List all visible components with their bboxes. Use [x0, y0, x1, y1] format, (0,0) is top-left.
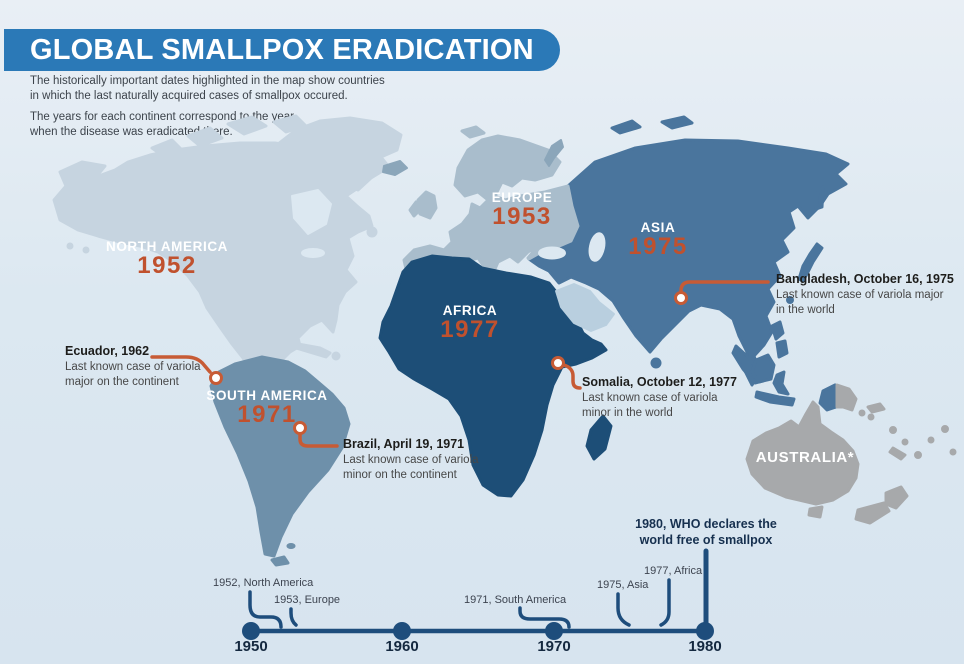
timeline-connector-1953: [289, 607, 298, 627]
south-america-shape: [209, 355, 351, 558]
somalia-marker: [551, 356, 565, 370]
caspian-sea-shape: [588, 232, 606, 262]
callout-desc: Last known case of variola minor on the …: [343, 454, 479, 481]
borneo-shape: [750, 353, 776, 384]
timeline-event-1953: 1953, Europe: [274, 594, 341, 606]
philippines-shape: [770, 320, 789, 359]
brazil-marker: [293, 421, 307, 435]
timeline-dot-1950: [242, 622, 260, 640]
severnaya-islands-shape: [610, 115, 694, 135]
new-zealand-north-shape: [884, 485, 909, 510]
callout-title: Brazil, April 19, 1971: [343, 437, 465, 451]
tasmania-shape: [807, 505, 824, 519]
greenland-shape: [268, 116, 403, 194]
who-declaration-note: 1980, WHO declares the world free of sma…: [635, 517, 777, 547]
callout-desc: Last known case of variola major on the …: [65, 361, 201, 388]
timeline-dot-1960: [393, 622, 411, 640]
aleutian-island-shape: [66, 242, 74, 250]
axis-year-1980: 1980: [688, 638, 722, 655]
sri-lanka-shape: [650, 357, 662, 369]
aleutian-island-shape2: [82, 246, 90, 254]
axis-year-1960: 1960: [385, 638, 419, 655]
europe-shape: [402, 134, 580, 286]
callout-somalia: Somalia, October 12, 1977 Last known cas…: [582, 375, 767, 421]
timeline-event-1977: 1977, Africa: [644, 565, 703, 577]
africa-shape: [378, 254, 608, 498]
title-banner: GLOBAL SMALLPOX ERADICATION: [4, 29, 560, 71]
tierra-del-fuego-shape: [270, 555, 290, 567]
page-title: GLOBAL SMALLPOX ERADICATION: [30, 33, 534, 66]
new-guinea-east-shape: [835, 383, 858, 412]
callout-brazil: Brazil, April 19, 1971 Last known case o…: [343, 437, 533, 483]
axis-year-1950: 1950: [234, 638, 268, 655]
axis-year-1970: 1970: [537, 638, 571, 655]
intro-paragraph-1: The historically important dates highlig…: [30, 75, 385, 103]
timeline-dot-1980: [696, 622, 714, 640]
newfoundland-shape: [366, 226, 378, 238]
timeline-event-1971: 1971, South America: [464, 594, 567, 606]
svalbard-shape: [460, 125, 486, 139]
ireland-shape: [408, 200, 422, 218]
bangladesh-callout-line: [679, 280, 770, 293]
madagascar-shape: [585, 414, 613, 461]
timeline-connector-1975: [616, 592, 631, 627]
timeline-connector-1952: [248, 590, 283, 629]
hudson-bay-shape: [291, 189, 332, 235]
falklands-shape: [286, 543, 296, 549]
somalia-callout-line: [562, 363, 582, 390]
taiwan-shape: [786, 296, 794, 304]
new-guinea-west-shape: [818, 383, 838, 412]
britain-shape: [416, 190, 438, 220]
timeline-connector-1971: [518, 606, 571, 629]
timeline-connector-1977: [659, 578, 671, 627]
ecuador-marker: [209, 371, 223, 385]
arctic-islands-shape: [150, 114, 308, 160]
java-shape: [754, 390, 796, 407]
sulawesi-shape: [772, 370, 790, 396]
timeline-event-1975: 1975, Asia: [597, 579, 649, 591]
timeline-dot-1970: [545, 622, 563, 640]
arabia-shape: [555, 283, 615, 332]
black-sea-shape: [538, 246, 566, 260]
callout-title: Ecuador, 1962: [65, 344, 150, 358]
sakhalin-shape: [814, 185, 825, 211]
great-lakes-shape: [301, 248, 325, 258]
timeline-axis: [242, 548, 714, 640]
australia-shape: [745, 400, 860, 506]
hispaniola-shape: [331, 351, 341, 361]
novaya-zemlya-shape: [544, 139, 564, 167]
new-zealand-south-shape: [854, 501, 891, 525]
ecuador-callout-line: [150, 355, 212, 374]
brazil-callout-line: [298, 433, 339, 448]
timeline-event-1952: 1952, North America: [213, 577, 314, 589]
callout-desc: Last known case of variola minor in the …: [582, 392, 718, 419]
callout-title: Somalia, October 12, 1977: [582, 375, 737, 389]
callout-ecuador: Ecuador, 1962 Last known case of variola…: [65, 344, 245, 390]
bangladesh-marker: [674, 291, 688, 305]
pacific-islands: [858, 402, 957, 461]
callout-desc: Last known case of variola major in the …: [776, 289, 944, 316]
japan-shape: [797, 242, 824, 283]
callout-bangladesh: Bangladesh, October 16, 1975 Last known …: [776, 272, 961, 318]
callout-title: Bangladesh, October 16, 1975: [776, 272, 954, 286]
callout-lines: [150, 280, 770, 448]
iceland-shape: [382, 160, 408, 176]
cuba-shape: [294, 342, 332, 359]
